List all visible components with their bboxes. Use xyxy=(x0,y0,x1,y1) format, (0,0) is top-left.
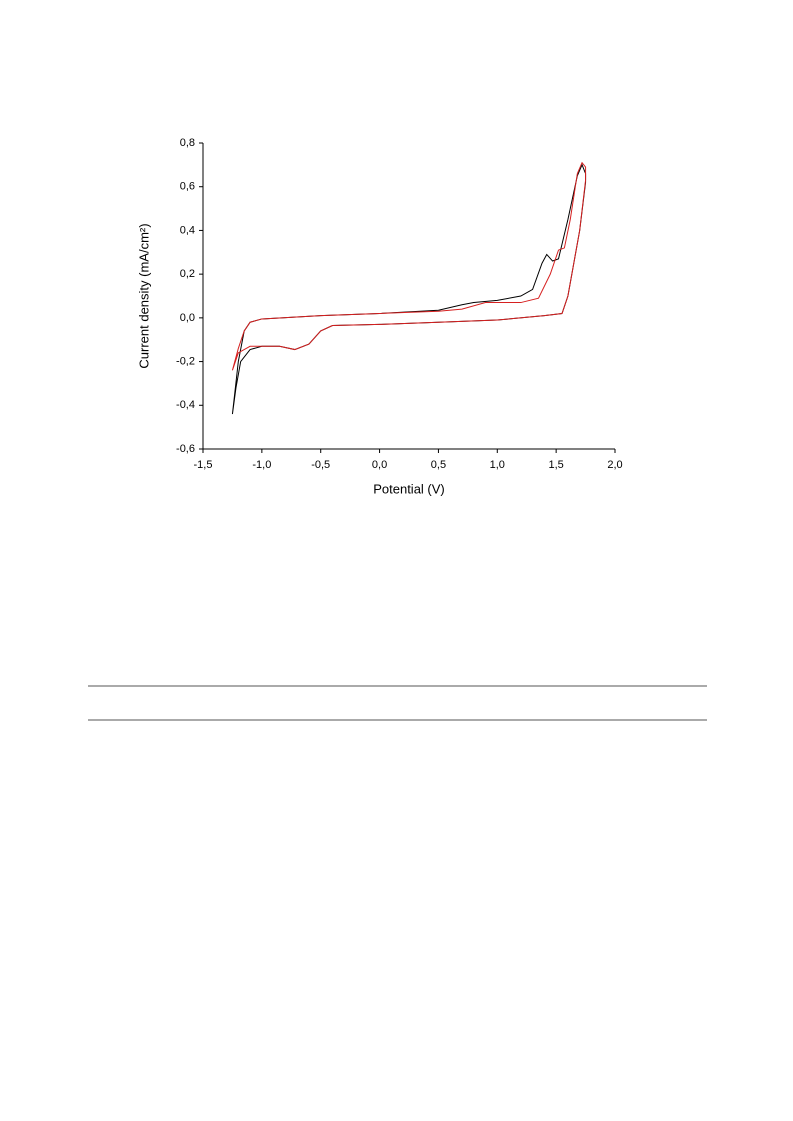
y-tick-label: 0,4 xyxy=(180,224,195,236)
y-axis-title: Current density (mA/cm²) xyxy=(136,223,151,368)
x-tick-label: 0,5 xyxy=(431,459,446,471)
x-tick-label: -1,5 xyxy=(194,459,213,471)
y-tick-label: 0,2 xyxy=(180,268,195,280)
y-tick-label: 0,6 xyxy=(180,181,195,193)
series-line xyxy=(231,163,587,415)
y-tick-label: -0,2 xyxy=(176,355,195,367)
y-tick-label: -0,4 xyxy=(176,399,195,411)
y-tick-label: -0,6 xyxy=(176,443,195,455)
x-axis-title: Potential (V) xyxy=(373,481,445,496)
x-tick-label: 1,0 xyxy=(490,459,505,471)
x-tick-label: -0,5 xyxy=(311,459,330,471)
series-line xyxy=(231,161,587,371)
y-tick-label: 0,0 xyxy=(180,312,195,324)
x-tick-label: 0,0 xyxy=(372,459,387,471)
x-tick-label: 2,0 xyxy=(607,459,622,471)
y-tick-label: 0,8 xyxy=(180,137,195,149)
x-tick-label: 1,5 xyxy=(548,459,563,471)
x-tick-label: -1,0 xyxy=(252,459,271,471)
